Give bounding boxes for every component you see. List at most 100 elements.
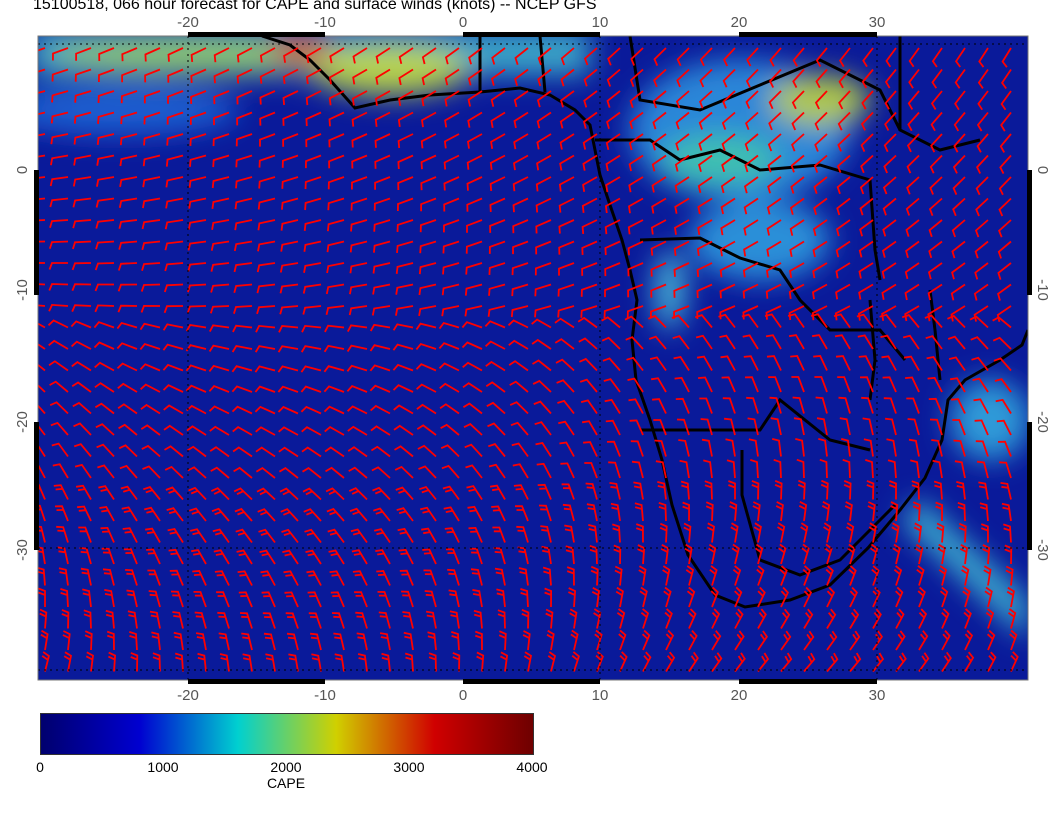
wind-barb [775,501,784,522]
wind-barb [444,527,460,543]
wind-barb [187,262,207,272]
wind-barb [858,262,874,279]
wind-barb [443,219,460,233]
wind-barb [466,219,483,233]
wind-barb [959,544,968,565]
wind-barb [404,652,414,672]
wind-barb [512,219,529,234]
wind-barb [190,90,207,104]
wind-barb [950,305,966,322]
wind-barb [790,154,805,173]
wind-barb [951,262,966,280]
wind-barb [653,68,667,88]
wind-barb [538,504,552,522]
wind-barb [514,47,529,65]
wind-barb [494,567,506,586]
wind-barb [951,398,966,414]
wind-barb [676,418,690,436]
wind-barb [906,133,920,153]
wind-barb [941,630,951,651]
wind-barb [151,631,161,651]
wind-barb [38,262,46,264]
wind-barb [581,240,598,255]
wind-barb [350,197,368,211]
wind-barb [395,305,414,316]
wind-barb [398,90,414,107]
wind-barb [583,47,598,66]
wind-barb [305,133,322,148]
wind-barb [881,240,897,258]
wind-barb [884,417,897,436]
wind-barb [629,419,644,436]
wind-barb [392,384,414,393]
wind-barb [856,313,874,329]
wind-barb [467,68,483,86]
wind-barb [722,397,736,414]
wind-barb [674,376,690,393]
wind-barb [570,629,579,651]
wind-barb [720,197,736,215]
wind-barb [300,385,322,393]
wind-barb [280,240,299,252]
wind-barb [869,543,879,565]
wind-barb [927,262,943,280]
wind-barb [277,405,299,415]
wind-barb [789,219,805,236]
wind-barb [791,90,805,110]
lat-tick: -30 [1034,539,1051,561]
wind-barb [381,652,391,672]
wind-barb [533,400,552,415]
wind-barb [144,47,161,62]
wind-barb [610,502,621,522]
wind-barb [765,305,782,320]
wind-barb [952,176,966,195]
wind-barb [935,501,944,522]
wind-barb [814,90,828,110]
wind-barb [195,632,207,651]
wind-barb [537,68,552,87]
wind-barb [351,154,368,169]
map-title: 15100518, 066 hour forecast for CAPE and… [33,0,597,13]
wind-barb [327,197,345,211]
wind-barb [378,611,391,629]
wind-barb [754,543,764,565]
wind-barb [867,501,876,522]
wind-barb [536,462,552,479]
wind-barb [976,154,989,174]
wind-barb [498,630,507,651]
wind-barb [370,404,391,415]
wind-barb [650,305,667,319]
lat-tick: 0 [14,166,31,174]
wind-barb [627,262,644,277]
wind-barb [746,47,759,67]
wind-barb [601,316,621,329]
wind-barb [174,652,184,672]
wind-barb [236,549,253,565]
wind-barb [931,439,943,457]
wind-barb [278,426,299,436]
wind-barb [795,438,805,457]
wind-barb [883,154,897,174]
wind-barb [513,90,529,108]
wind-barb [438,342,460,350]
wind-barb [997,262,1012,280]
wind-barb [48,240,69,249]
wind-barb [327,528,345,544]
wind-barb [210,283,230,293]
wind-barb [190,68,207,83]
wind-barb [995,398,1012,414]
wind-barb [470,568,483,586]
wind-barb [282,549,299,565]
wind-barb [885,47,897,68]
wind-barb [490,111,506,128]
wind-barb [94,382,115,393]
wind-barb [278,467,299,479]
wind-barb [349,507,368,522]
wind-barb [38,304,46,307]
wind-barb [282,111,299,126]
wind-barb [443,197,460,212]
wind-barb [657,481,667,500]
wind-barb [189,154,207,167]
wind-barb [915,543,924,565]
wind-barb [858,240,874,258]
